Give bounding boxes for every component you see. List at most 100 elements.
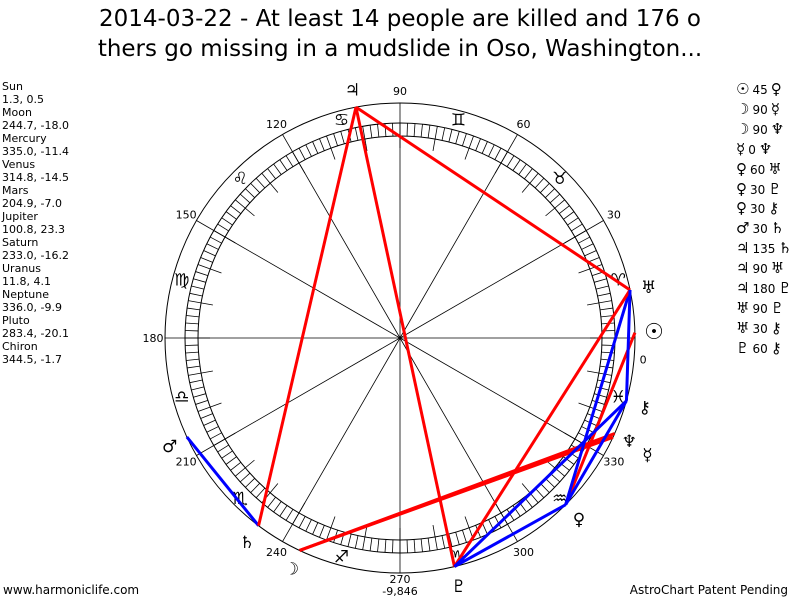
degree-tick <box>594 278 607 283</box>
aspect-angle: 60 <box>752 341 768 356</box>
degree-label: 90 <box>393 85 407 98</box>
planet-sun-icon: ☉ <box>644 320 664 345</box>
degree-tick <box>534 487 545 499</box>
planet-glyph-icon: ⚷ <box>770 338 782 357</box>
degree-tick <box>185 351 199 354</box>
planet-glyph-icon: ♄ <box>778 239 792 258</box>
title-line-2: thers go missing in a mudslide in Oso, W… <box>97 36 703 62</box>
degree-tick <box>600 315 614 318</box>
degree-tick <box>273 501 282 513</box>
degree-tick <box>188 300 213 306</box>
degree-tick <box>545 199 565 217</box>
house-spoke <box>399 337 604 456</box>
degree-tick <box>464 135 474 160</box>
degree-tick <box>599 307 613 311</box>
degree-tick <box>206 243 219 250</box>
degree-tick <box>571 223 583 232</box>
degree-tick <box>524 168 533 180</box>
aspect-line <box>354 106 456 567</box>
degree-tick <box>305 144 312 157</box>
degree-tick <box>191 285 205 290</box>
planet-glyph-icon: ♀ <box>736 159 747 178</box>
degree-tick <box>230 462 242 471</box>
degree-tick <box>326 135 336 160</box>
aspect-list: ☉ 45 ♀ ☽ 90 ☿ ☽ 90 ♆ ☿ 0 ♆ ♀ 60 ♅ ♀ 30 ♇ ♀ 30 ⚷ ♂ 30 ♄ ♃ 135 ♄ ♃ 90 ♅… <box>736 80 792 359</box>
planet-positions-list: Sun 1.3, 0.5 Moon 244.7, -18.0 Mercury 335.0,… <box>2 80 69 366</box>
aspect-angle: 60 <box>750 162 766 177</box>
aspect-row: ☉ 45 ♀ <box>736 80 792 100</box>
footer-patent-text: AstroChart Patent Pending <box>629 583 788 597</box>
planet-glyph-icon: ♃ <box>736 279 750 298</box>
aspect-row: ☽ 90 ♆ <box>736 120 792 140</box>
planet-moon-icon: ☽ <box>284 560 299 580</box>
degree-label: 270 <box>390 573 411 586</box>
degree-tick <box>549 193 561 204</box>
planet-position-neptune: 336.0, -9.9 <box>2 301 62 314</box>
planet-name-uranus: Uranus <box>2 262 41 275</box>
planet-glyph-icon: ☉ <box>736 80 750 98</box>
degree-tick <box>512 159 521 171</box>
degree-tick <box>340 131 345 144</box>
planet-position-mars: 204.9, -7.0 <box>2 197 62 210</box>
degree-tick <box>413 539 416 553</box>
degree-tick <box>432 126 438 151</box>
degree-tick <box>279 159 288 171</box>
degree-tick <box>567 217 579 226</box>
degree-label: 180 <box>143 332 164 345</box>
planet-position-venus: 314.8, -14.5 <box>2 171 69 184</box>
planet-glyph-icon: ♇ <box>736 338 750 357</box>
degree-tick <box>377 124 380 138</box>
planet-glyph-icon: ⚷ <box>770 318 782 337</box>
degree-label: 30 <box>607 209 621 222</box>
planet-mars-icon: ♂ <box>162 437 177 457</box>
degree-tick <box>578 236 591 244</box>
aspect-line <box>453 399 628 568</box>
planet-neptune-icon: ♆ <box>622 432 637 452</box>
degree-tick <box>285 155 294 167</box>
degree-tick <box>354 127 359 141</box>
degree-tick <box>377 538 380 552</box>
planet-glyph-icon: ♀ <box>736 199 747 218</box>
planet-uranus-icon: ♅ <box>641 278 656 298</box>
zodiac-sign-icon: ♍ <box>174 271 189 291</box>
planet-position-saturn: 233.0, -16.2 <box>2 249 69 262</box>
planet-jupiter-icon: ♃ <box>345 80 360 100</box>
planet-glyph-icon: ♅ <box>736 298 750 317</box>
degree-tick <box>195 271 209 276</box>
house-spoke <box>399 220 604 339</box>
degree-tick <box>193 393 206 398</box>
degree-tick <box>594 393 607 398</box>
footer-website-link[interactable]: www.harmoniclife.com <box>3 583 140 597</box>
degree-label: 60 <box>517 118 531 131</box>
degree-tick <box>261 173 279 193</box>
aspect-line <box>564 400 628 506</box>
degree-tick <box>239 193 251 204</box>
planet-name-neptune: Neptune <box>2 288 50 301</box>
degree-tick <box>193 278 206 283</box>
aspect-line <box>453 503 567 568</box>
aspect-row: ♀ 60 ♅ <box>736 160 792 180</box>
degree-tick <box>506 155 515 167</box>
zodiac-sign-icon: ♌ <box>233 169 248 189</box>
degree-tick <box>197 264 222 274</box>
aspect-row: ♂ 30 ♄ <box>736 219 792 239</box>
aspect-row: ♅ 90 ♇ <box>736 299 792 319</box>
degree-tick <box>209 432 222 440</box>
zodiac-sign-icon: ♎ <box>174 387 189 407</box>
degree-tick <box>591 400 605 405</box>
degree-label: 210 <box>176 456 197 469</box>
degree-tick <box>206 426 219 433</box>
degree-tick <box>545 478 555 488</box>
degree-tick <box>250 483 260 493</box>
degree-tick <box>521 173 539 193</box>
aspect-line <box>564 289 632 506</box>
degree-tick <box>189 292 203 297</box>
degree-tick <box>235 199 255 217</box>
degree-tick <box>420 124 423 138</box>
degree-tick <box>221 217 233 226</box>
degree-tick <box>312 141 319 154</box>
degree-tick <box>584 250 597 257</box>
planet-glyph-icon: ♆ <box>770 119 785 138</box>
aspect-line <box>624 289 632 401</box>
planet-glyph-icon: ♂ <box>736 219 750 238</box>
